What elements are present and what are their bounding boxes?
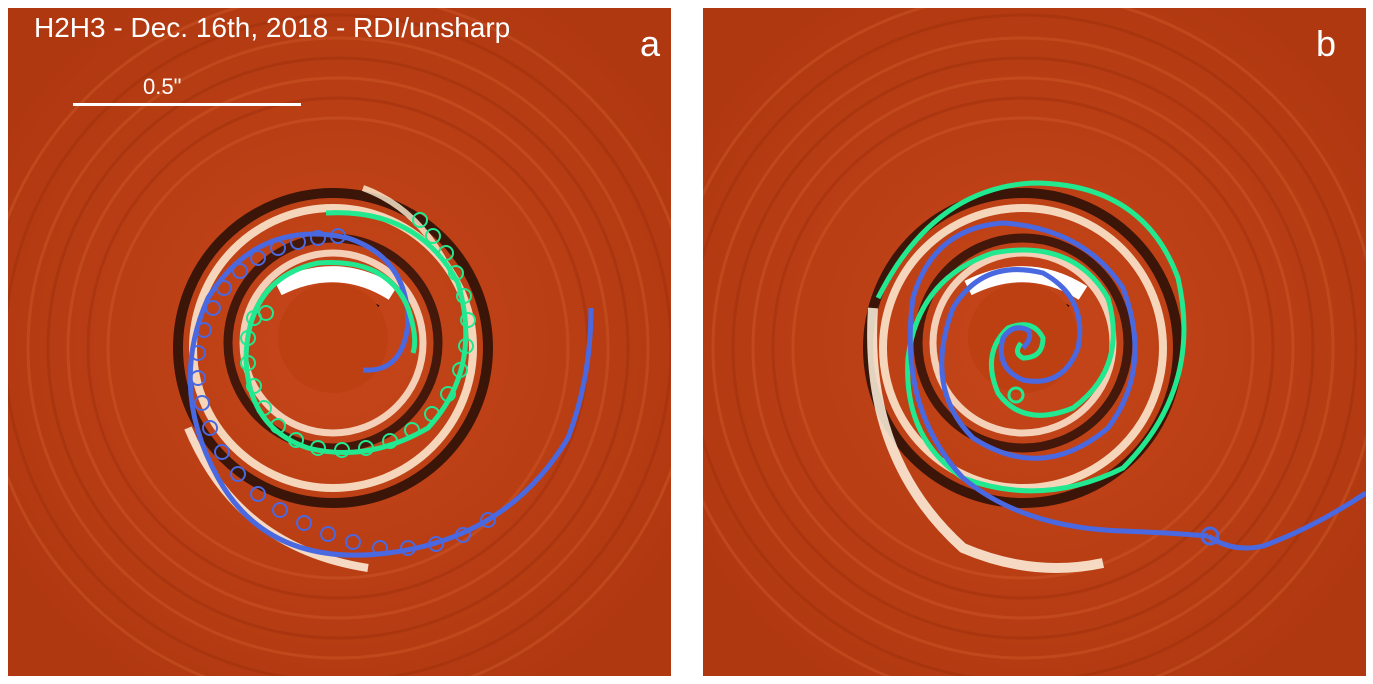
scale-bar xyxy=(73,103,301,106)
scale-bar-label: 0.5" xyxy=(143,74,182,99)
ripple-rings-a xyxy=(8,8,671,676)
blue-spiral-b xyxy=(907,220,1366,551)
ripple-rings-b xyxy=(703,8,1366,676)
panel-b-image xyxy=(703,8,1366,676)
disk-structure-b xyxy=(863,188,1183,573)
figure-title: H2H3 - Dec. 16th, 2018 - RDI/unsharp xyxy=(34,12,511,43)
disk-structure-a xyxy=(173,185,493,572)
blue-spiral-a xyxy=(187,228,594,558)
panel-a-image xyxy=(8,8,671,676)
green-spiral-b xyxy=(875,180,1187,494)
green-spiral-a xyxy=(240,210,476,458)
panel-b-canvas xyxy=(703,8,1366,676)
panel-a-label: a xyxy=(640,23,661,64)
panel-b-label: b xyxy=(1316,23,1337,64)
panel-a-canvas xyxy=(8,8,671,676)
